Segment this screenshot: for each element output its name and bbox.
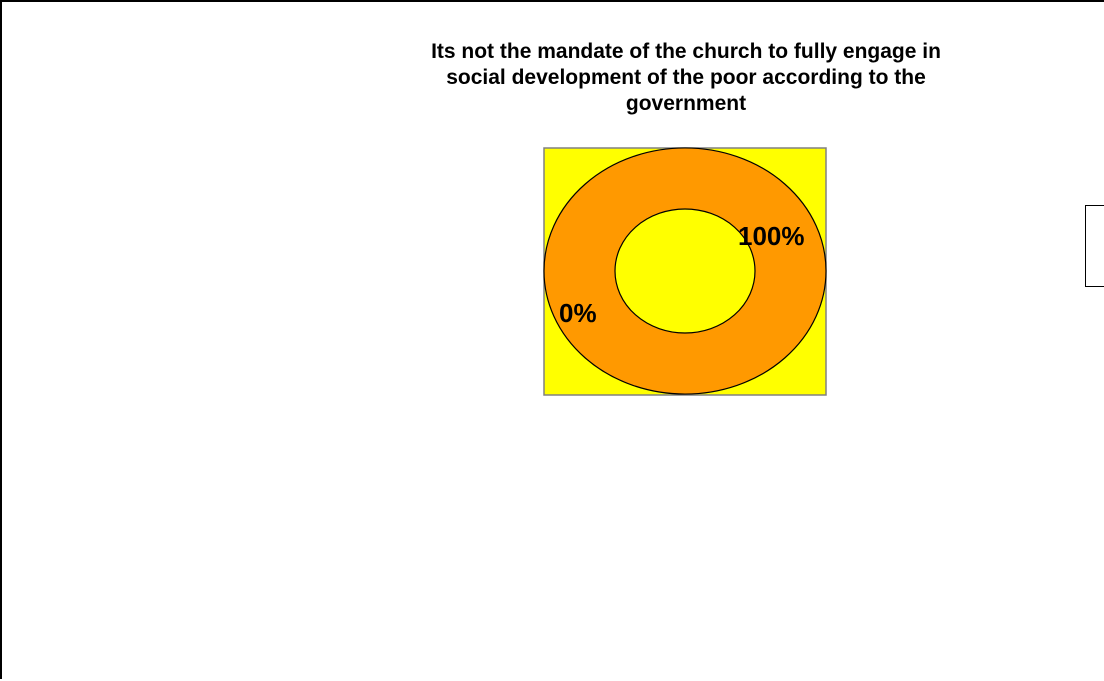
legend: [1085, 205, 1104, 287]
doughnut-slice-0: [543, 147, 827, 395]
chart-title-line-2: social development of the poor according…: [446, 66, 926, 89]
data-labels: 100% 0%: [559, 221, 805, 328]
data-label-0: 100%: [738, 221, 805, 251]
chart-title-line-1: Its not the mandate of the church to ful…: [431, 40, 941, 63]
chart-title-line-3: government: [625, 92, 747, 115]
doughnut: [543, 147, 827, 395]
data-label-1: 0%: [559, 298, 597, 328]
chart-title: Its not the mandate of the church to ful…: [332, 39, 1040, 117]
